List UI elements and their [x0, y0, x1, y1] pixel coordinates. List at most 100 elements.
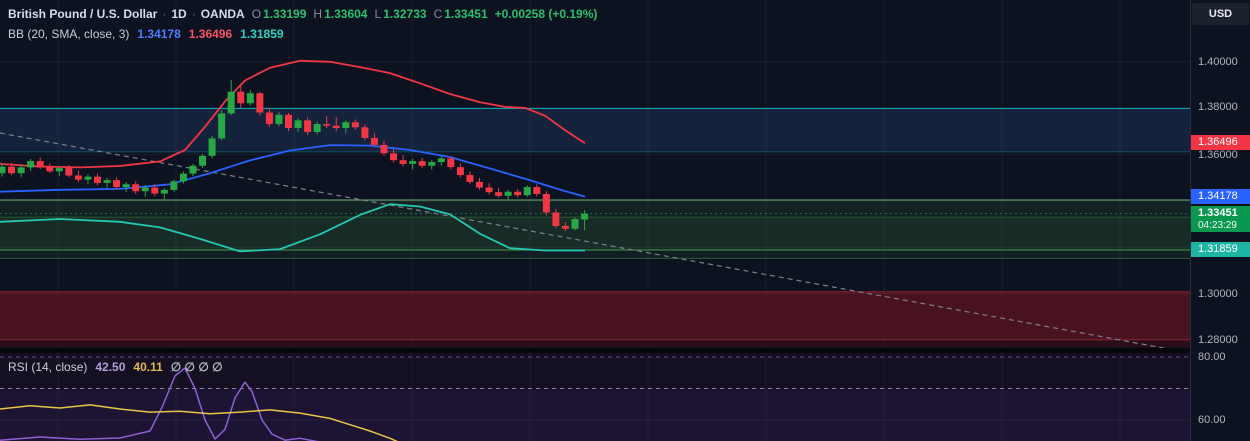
candle-body [8, 166, 16, 174]
high-label: H [313, 7, 323, 21]
candle-body [275, 114, 283, 125]
bb-lower-line [0, 203, 585, 253]
candle-body [313, 124, 321, 132]
rsi-tick-label: 80.00 [1198, 351, 1226, 363]
rsi-empty-values: ∅ ∅ ∅ ∅ [170, 360, 223, 374]
bb-basis-value: 1.34178 [137, 27, 181, 41]
current-price-label: 1.33451 04:23:29 [1191, 206, 1250, 232]
price-tick-label: 1.30000 [1198, 288, 1238, 300]
zone-support-green-a [0, 200, 1190, 218]
candle-body [361, 127, 369, 138]
candle-body [113, 180, 121, 188]
currency-toggle-button[interactable]: USD [1192, 3, 1249, 25]
price-axis[interactable]: USD 1.40000 1.38000 1.36000 1.30000 1.28000 8… [1190, 0, 1250, 441]
symbol-legend-row[interactable]: British Pound / U.S. Dollar · 1D · OANDA… [8, 5, 597, 23]
close-value: 1.33451 [444, 7, 488, 21]
rsi-band-fill [0, 388, 1190, 441]
candle-body [189, 165, 197, 174]
rsi-legend-row[interactable]: RSI (14, close) 42.50 40.11 ∅ ∅ ∅ ∅ [8, 358, 223, 376]
legend-dot-separator: · [191, 7, 196, 21]
price-tick-label: 1.38000 [1198, 101, 1238, 113]
legend-dot-separator: · [162, 7, 167, 21]
candle-body [418, 161, 426, 166]
zone-demand-red [0, 291, 1190, 340]
indicator-price-label: 1.34178 [1191, 189, 1250, 204]
open-value: 1.33199 [263, 7, 307, 21]
candle-body [36, 161, 44, 168]
candle-body [122, 184, 130, 188]
candle-body [237, 91, 245, 104]
candle-body [141, 187, 149, 192]
candle-body [504, 191, 512, 196]
candle-body [304, 120, 312, 132]
price-chart-canvas[interactable] [0, 0, 1190, 441]
zone-support-green-b [0, 217, 1190, 251]
change-value: +0.00258 (+0.19%) [494, 7, 598, 21]
price-tick-label: 1.36000 [1198, 149, 1238, 161]
candle-body [380, 144, 388, 154]
candle-body [571, 219, 579, 229]
low-label: L [374, 7, 382, 21]
interval-label[interactable]: 1D [171, 7, 187, 21]
candle-body [437, 158, 445, 163]
bb-indicator-label[interactable]: BB (20, SMA, close, 3) [8, 27, 130, 41]
candle-body [323, 124, 331, 126]
candle-body [199, 155, 207, 166]
zone-resistance-blue [0, 108, 1190, 152]
candle-body [27, 161, 35, 168]
high-value: 1.33604 [324, 7, 368, 21]
candle-body [246, 93, 254, 104]
candle-body [409, 161, 417, 164]
open-label: O [251, 7, 262, 21]
candle-body [227, 91, 235, 114]
bb-upper-value: 1.36496 [188, 27, 233, 41]
price-tick-label: 1.40000 [1198, 56, 1238, 68]
main-legend: British Pound / U.S. Dollar · 1D · OANDA… [8, 5, 597, 43]
candle-body [390, 153, 398, 161]
candle-body [151, 187, 159, 194]
candle-body [160, 189, 168, 194]
candle-body [84, 176, 92, 180]
candle-body [561, 225, 569, 229]
candle-body [218, 113, 226, 139]
candle-body [294, 120, 302, 129]
candle-body [514, 191, 522, 196]
candle-body [285, 114, 292, 129]
candle-body [456, 167, 464, 176]
trendline [0, 132, 1167, 348]
price-tick-label: 1.28000 [1198, 334, 1238, 346]
candle-body [485, 187, 493, 193]
exchange-label[interactable]: OANDA [200, 7, 245, 21]
zone-support-green-c [0, 250, 1190, 259]
candle-body [0, 166, 6, 174]
candle-body [55, 168, 63, 172]
indicator-price-label: 1.31859 [1191, 242, 1250, 257]
candle-body [370, 137, 378, 145]
bb-legend-row[interactable]: BB (20, SMA, close, 3) 1.34178 1.36496 1… [8, 25, 597, 43]
candle-body [74, 175, 82, 180]
candle-body [94, 176, 101, 183]
candle-body [170, 181, 178, 190]
candle-body [256, 93, 264, 113]
close-label: C [433, 7, 443, 21]
bb-basis-line [0, 144, 586, 198]
candle-body [399, 160, 407, 164]
rsi-legend: RSI (14, close) 42.50 40.11 ∅ ∅ ∅ ∅ [8, 358, 223, 376]
zone-demand-red-sub [0, 339, 1190, 348]
candle-body [523, 187, 531, 196]
rsi-ma-line [0, 404, 398, 441]
candle-body [466, 175, 474, 182]
candle-body [476, 181, 483, 188]
candle-body [495, 192, 503, 196]
candle-body [447, 158, 455, 168]
candle-body [428, 162, 436, 166]
candle-body [542, 194, 550, 213]
candle-body [132, 184, 140, 192]
rsi-value: 42.50 [95, 360, 126, 374]
rsi-tick-label: 60.00 [1198, 414, 1226, 426]
rsi-indicator-label[interactable]: RSI (14, close) [8, 360, 88, 374]
symbol-title[interactable]: British Pound / U.S. Dollar [8, 7, 158, 21]
bb-lower-value: 1.31859 [240, 27, 284, 41]
candle-body [332, 125, 340, 129]
